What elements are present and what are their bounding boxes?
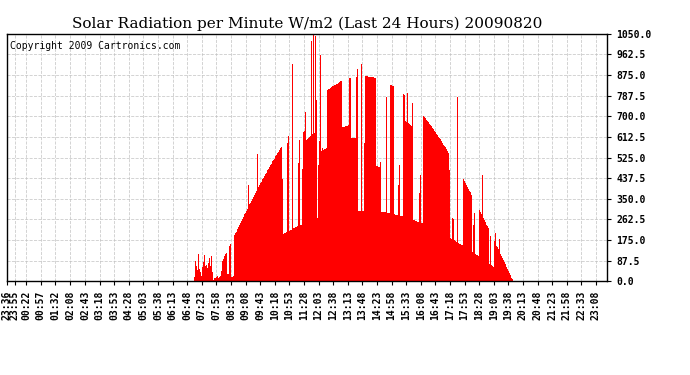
Title: Solar Radiation per Minute W/m2 (Last 24 Hours) 20090820: Solar Radiation per Minute W/m2 (Last 24…: [72, 17, 542, 31]
Text: Copyright 2009 Cartronics.com: Copyright 2009 Cartronics.com: [10, 41, 180, 51]
